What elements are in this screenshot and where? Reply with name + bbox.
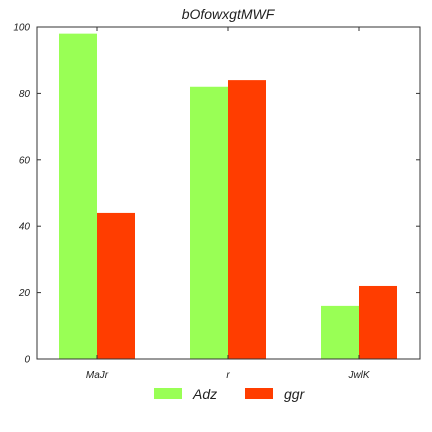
- y-tick-label: 40: [19, 222, 31, 233]
- y-tick-label: 60: [19, 155, 31, 166]
- x-tick-label: MaJr: [86, 370, 109, 381]
- legend-swatch-Adz: [154, 388, 182, 399]
- y-tick-label: 20: [18, 288, 31, 299]
- bar-Adz-r: [190, 87, 228, 359]
- bar-Adz-JwlK: [321, 306, 359, 359]
- bar-Adz-MaJr: [59, 34, 97, 359]
- legend-swatch-ggr: [245, 388, 273, 399]
- legend: Adz ggr: [154, 386, 306, 402]
- y-tick-label: 80: [19, 89, 31, 100]
- legend-label-Adz: Adz: [192, 386, 217, 402]
- bar-ggr-r: [228, 80, 266, 359]
- x-tick-label: r: [226, 370, 230, 381]
- bar-ggr-MaJr: [97, 213, 135, 359]
- x-tick-label: JwlK: [347, 370, 370, 381]
- legend-label-ggr: ggr: [284, 386, 306, 402]
- chart-title: bOfowxgtMWF: [182, 6, 276, 22]
- y-tick-label: 0: [24, 355, 30, 366]
- bar-ggr-JwlK: [359, 286, 397, 359]
- y-tick-label: 100: [13, 23, 30, 34]
